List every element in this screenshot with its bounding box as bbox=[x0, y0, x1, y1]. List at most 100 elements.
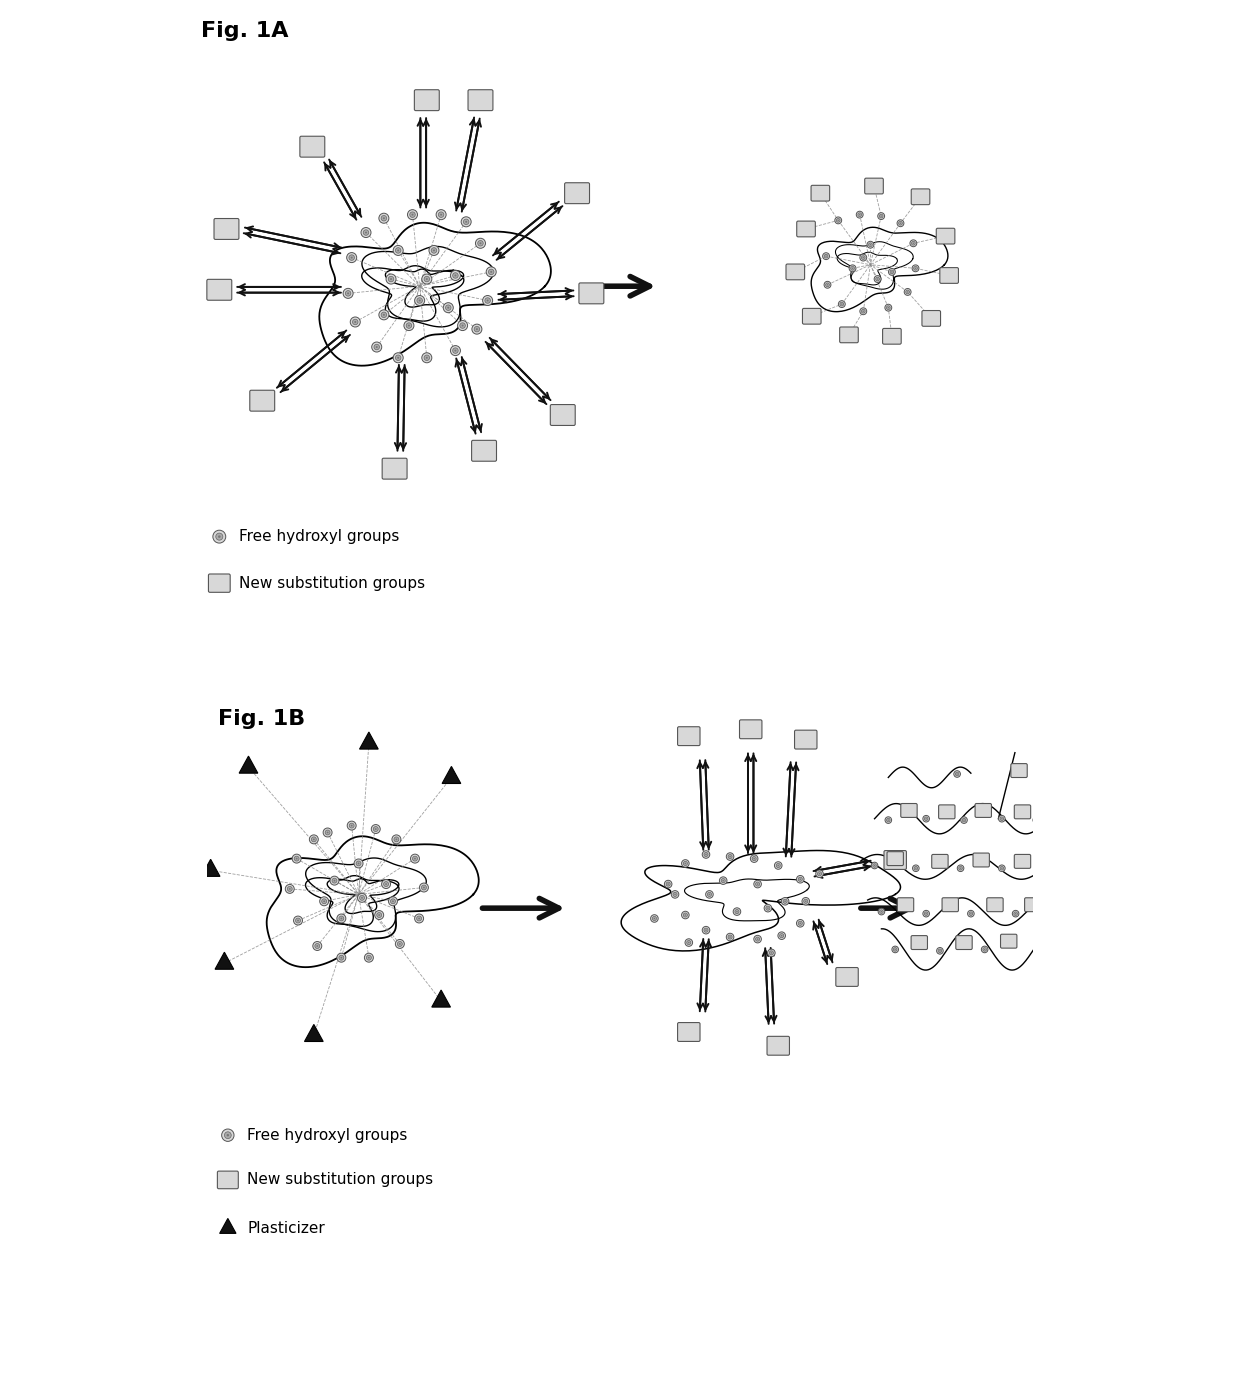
Circle shape bbox=[316, 945, 319, 947]
Circle shape bbox=[453, 272, 459, 278]
Circle shape bbox=[414, 857, 415, 860]
Circle shape bbox=[383, 217, 384, 219]
Circle shape bbox=[889, 268, 895, 275]
FancyBboxPatch shape bbox=[208, 574, 231, 592]
Circle shape bbox=[417, 916, 422, 921]
Circle shape bbox=[817, 871, 822, 877]
Circle shape bbox=[360, 896, 365, 900]
Circle shape bbox=[464, 219, 469, 224]
Circle shape bbox=[962, 819, 966, 821]
Circle shape bbox=[706, 890, 713, 899]
Polygon shape bbox=[305, 1024, 324, 1042]
Circle shape bbox=[1037, 864, 1043, 870]
FancyBboxPatch shape bbox=[900, 804, 918, 817]
Circle shape bbox=[325, 830, 330, 835]
Circle shape bbox=[351, 824, 352, 827]
Circle shape bbox=[998, 866, 1006, 871]
Circle shape bbox=[393, 352, 403, 363]
Circle shape bbox=[408, 325, 410, 326]
Circle shape bbox=[461, 217, 471, 227]
Circle shape bbox=[781, 934, 782, 937]
Circle shape bbox=[967, 911, 975, 916]
Circle shape bbox=[702, 926, 709, 934]
Circle shape bbox=[923, 816, 930, 821]
Circle shape bbox=[999, 867, 1003, 870]
Circle shape bbox=[796, 875, 804, 883]
Circle shape bbox=[361, 227, 371, 238]
Circle shape bbox=[684, 863, 686, 864]
Circle shape bbox=[913, 866, 919, 871]
Circle shape bbox=[417, 297, 423, 303]
Circle shape bbox=[999, 817, 1003, 820]
Text: Free hydroxyl groups: Free hydroxyl groups bbox=[239, 530, 399, 544]
Circle shape bbox=[309, 835, 319, 843]
Circle shape bbox=[770, 952, 773, 954]
Circle shape bbox=[684, 938, 693, 947]
Circle shape bbox=[775, 861, 782, 870]
Polygon shape bbox=[443, 766, 461, 783]
Circle shape bbox=[357, 893, 367, 903]
FancyBboxPatch shape bbox=[551, 405, 575, 425]
Circle shape bbox=[482, 296, 492, 305]
Circle shape bbox=[755, 937, 760, 941]
FancyBboxPatch shape bbox=[939, 805, 955, 819]
Circle shape bbox=[294, 916, 303, 925]
FancyBboxPatch shape bbox=[836, 967, 858, 987]
Circle shape bbox=[429, 245, 439, 256]
Circle shape bbox=[436, 209, 446, 220]
Circle shape bbox=[727, 853, 734, 860]
Circle shape bbox=[859, 308, 867, 315]
Circle shape bbox=[218, 535, 221, 538]
Circle shape bbox=[472, 325, 482, 334]
Circle shape bbox=[729, 936, 730, 938]
Circle shape bbox=[804, 899, 807, 904]
Circle shape bbox=[216, 533, 223, 541]
FancyBboxPatch shape bbox=[936, 228, 955, 244]
Text: Plasticizer: Plasticizer bbox=[247, 1221, 325, 1236]
Circle shape bbox=[293, 854, 301, 863]
Circle shape bbox=[458, 321, 467, 330]
Circle shape bbox=[800, 922, 801, 925]
Circle shape bbox=[365, 231, 367, 234]
Circle shape bbox=[399, 943, 401, 945]
Circle shape bbox=[1034, 819, 1038, 821]
Circle shape bbox=[727, 933, 734, 941]
Circle shape bbox=[879, 910, 883, 914]
Circle shape bbox=[351, 256, 352, 259]
Circle shape bbox=[924, 912, 928, 915]
Circle shape bbox=[432, 248, 436, 253]
Circle shape bbox=[439, 212, 444, 217]
Circle shape bbox=[753, 856, 756, 861]
Circle shape bbox=[386, 274, 396, 283]
Circle shape bbox=[702, 850, 709, 859]
Circle shape bbox=[872, 863, 878, 868]
FancyBboxPatch shape bbox=[864, 178, 883, 194]
FancyBboxPatch shape bbox=[217, 1171, 238, 1189]
Circle shape bbox=[735, 910, 739, 914]
FancyBboxPatch shape bbox=[768, 1036, 790, 1055]
Circle shape bbox=[368, 956, 370, 959]
Circle shape bbox=[899, 222, 903, 226]
Circle shape bbox=[422, 352, 432, 363]
FancyBboxPatch shape bbox=[887, 852, 904, 866]
Circle shape bbox=[213, 530, 226, 544]
Circle shape bbox=[822, 253, 830, 260]
FancyBboxPatch shape bbox=[207, 279, 232, 300]
Circle shape bbox=[365, 954, 373, 962]
Circle shape bbox=[682, 911, 689, 919]
Circle shape bbox=[796, 919, 804, 927]
Circle shape bbox=[477, 241, 484, 246]
Circle shape bbox=[754, 936, 761, 943]
Circle shape bbox=[750, 854, 758, 863]
Circle shape bbox=[294, 856, 299, 861]
Circle shape bbox=[391, 899, 396, 904]
Circle shape bbox=[838, 301, 846, 307]
Circle shape bbox=[486, 300, 489, 301]
Circle shape bbox=[651, 915, 658, 922]
Circle shape bbox=[326, 831, 329, 834]
Circle shape bbox=[383, 882, 388, 886]
Circle shape bbox=[719, 877, 727, 885]
Circle shape bbox=[675, 893, 676, 896]
FancyBboxPatch shape bbox=[1001, 934, 1017, 948]
Circle shape bbox=[397, 941, 402, 947]
